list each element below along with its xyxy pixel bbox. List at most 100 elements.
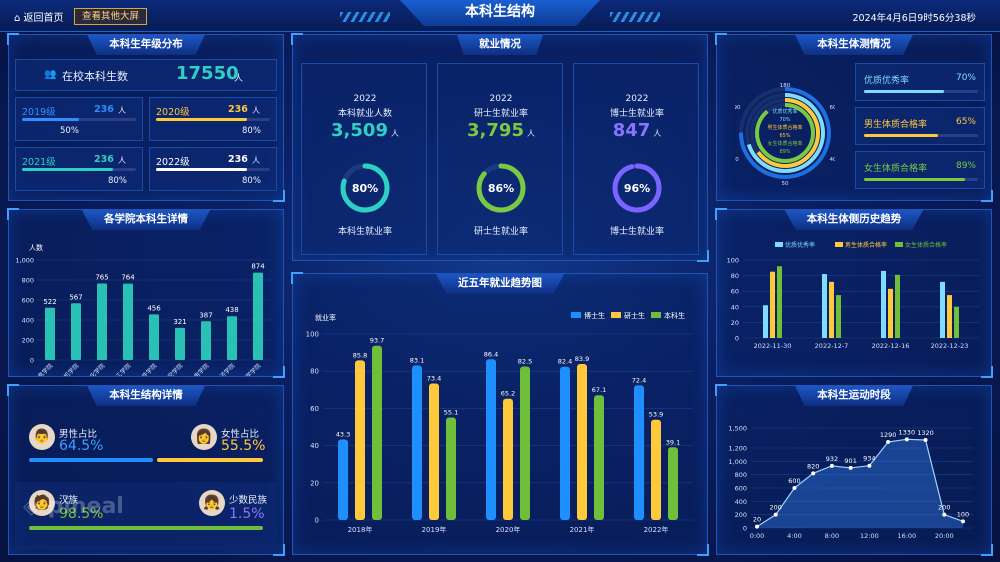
grade-progress-fill — [22, 168, 114, 171]
bar-value-label: 73.4 — [427, 374, 441, 382]
point-value-label: 600 — [788, 477, 800, 485]
structure-detail-panel: 本科生结构详情 👨 男性占比 64.5% 👩 女性占比 55.5% 🧑 汉族 9… — [7, 384, 285, 556]
y-tick-label: 600 — [735, 485, 747, 493]
y-tick-label: 1,500 — [728, 425, 747, 433]
grade-name: 2021级 — [22, 157, 56, 168]
legend-label: 博士生 — [584, 311, 605, 320]
trend-bar — [520, 366, 530, 520]
x-tick-label: 2022-12-7 — [815, 342, 849, 350]
total-value: 17550 — [176, 63, 239, 84]
y-tick-label: 0 — [735, 335, 739, 343]
trend-bar — [503, 398, 513, 520]
exercise-area-chart: 0 200 400 600 800 1,000 1,200 1,500 20 200 600 820 9… — [728, 425, 973, 540]
fitness-history-panel: 本科生体侧历史趋势 优质优秀率 男生体质合格率 女生体质合格率 0 20 40 60 80 10… — [715, 208, 993, 378]
trend-bar — [429, 383, 439, 520]
y-tick-label: 0 — [30, 357, 34, 365]
employment-year: 2022 — [353, 94, 377, 104]
home-link[interactable]: ⌂ 返回首页 — [14, 9, 64, 24]
employment-unit: 人 — [526, 129, 535, 138]
ring-tick-label: 50 — [782, 181, 789, 187]
grade-unit: 人 — [252, 106, 260, 115]
fitness-item: 男生体质合格率 65% — [855, 107, 985, 145]
ring-center-text: 65% — [779, 133, 790, 139]
grade-progress-fill — [22, 118, 79, 121]
total-students-card: 👥 在校本科生数 17550 人 — [15, 59, 277, 91]
grade-progress-track — [156, 168, 270, 171]
panel-title: 本科生结构详情 — [87, 386, 205, 406]
point-value-label: 1290 — [880, 431, 897, 439]
grade-card: 2020级 236 人 80% — [149, 97, 277, 141]
fitness-progress-fill — [864, 134, 939, 137]
grade-count: 236 — [228, 104, 248, 115]
ring-arc — [750, 98, 820, 168]
college-bar — [201, 321, 211, 360]
college-bar — [71, 303, 81, 360]
total-label: 在校本科生数 — [62, 70, 128, 83]
y-tick-label: 1,000 — [15, 257, 34, 265]
data-point — [792, 486, 797, 490]
data-point — [904, 437, 909, 442]
trend-bar — [412, 365, 422, 520]
home-label: 返回首页 — [23, 13, 64, 24]
exercise-time-panel: 本科生运动时段 0 200 400 600 800 1,000 1,200 1,500 20 20… — [715, 384, 993, 556]
y-tick-label: 100 — [727, 257, 739, 265]
legend-swatch — [571, 312, 581, 318]
y-axis-label: 人数 — [29, 243, 43, 252]
x-tick-label: 12:00 — [860, 532, 879, 540]
history-bar — [763, 305, 768, 338]
trend-bar — [560, 366, 570, 520]
bar-value-label: 83.9 — [575, 355, 589, 363]
x-tick-label: 医学学院 — [240, 362, 263, 376]
x-tick-label: 机电学院 — [188, 362, 211, 376]
employment-label: 研士生就业率 — [473, 109, 528, 119]
legend-label: 女生体质合格率 — [905, 241, 947, 249]
bar-value-label: 82.5 — [518, 358, 532, 366]
trend-bar — [446, 417, 456, 520]
trend-bar — [355, 360, 365, 520]
male-avatar-icon: 👨 — [29, 424, 55, 450]
ring-value: 86% — [488, 182, 514, 195]
ring-tick-label: 90 — [735, 105, 741, 111]
fitness-item-value: 70% — [955, 73, 976, 83]
panel-title: 各学院本科生详情 — [82, 210, 210, 230]
x-tick-label: 16:00 — [897, 532, 916, 540]
history-bar — [881, 270, 886, 338]
college-bar-chart: 人数 0 200 400 600 800 1,000 522 信息学院 567 计算机学院 765 自动… — [15, 243, 271, 376]
ring-arc — [755, 103, 815, 163]
employment-ring: 86% — [476, 163, 526, 213]
employment-value-wrap: 3,509 人 — [302, 120, 428, 141]
x-tick-label: 经济学院 — [214, 362, 237, 376]
ring-tick-label: 60 — [830, 105, 836, 111]
data-point — [867, 463, 872, 468]
bar-value-label: 764 — [121, 274, 135, 282]
grade-name: 2022级 — [156, 157, 190, 168]
employment-value: 847 — [612, 120, 651, 141]
fitness-item-value: 89% — [955, 161, 976, 171]
total-unit: 人 — [234, 74, 244, 84]
grade-unit: 人 — [252, 156, 260, 165]
data-point — [848, 465, 853, 470]
employment-caption: 本科生就业率 — [337, 227, 392, 237]
bar-value-label: 83.1 — [410, 356, 424, 364]
grade-distribution-panel: 本科生年级分布 👥 在校本科生数 17550 人 2019级 236 人 50% 202… — [7, 33, 285, 202]
female-value: 55.5% — [221, 438, 266, 454]
grade-count: 236 — [228, 154, 248, 165]
grade-progress-track — [22, 118, 136, 121]
bar-value-label: 93.7 — [370, 337, 384, 345]
history-bar — [947, 295, 952, 338]
grade-card: 2019级 236 人 50% — [15, 97, 143, 141]
employment-value-wrap: 847 人 — [574, 120, 700, 141]
area-line — [756, 438, 964, 528]
y-tick-label: 60 — [731, 288, 739, 296]
header-decoration-left — [340, 12, 390, 22]
other-screens-button[interactable]: 查看其他大屏 — [74, 8, 148, 25]
ring-value: 96% — [624, 182, 650, 195]
ring-tick-label: 180 — [780, 83, 791, 89]
legend-swatch — [775, 242, 783, 247]
y-tick-label: 400 — [735, 498, 747, 506]
ring-value: 80% — [352, 182, 378, 195]
employment-panel: 就业情况 2022 本科就业人数 3,509 人 80% 本科生就业率 2022 研士生就业率… — [291, 33, 709, 262]
male-ratio-bar — [29, 458, 153, 462]
y-axis-label: 就业率 — [315, 313, 336, 322]
han-label: 汉族 — [59, 495, 79, 506]
